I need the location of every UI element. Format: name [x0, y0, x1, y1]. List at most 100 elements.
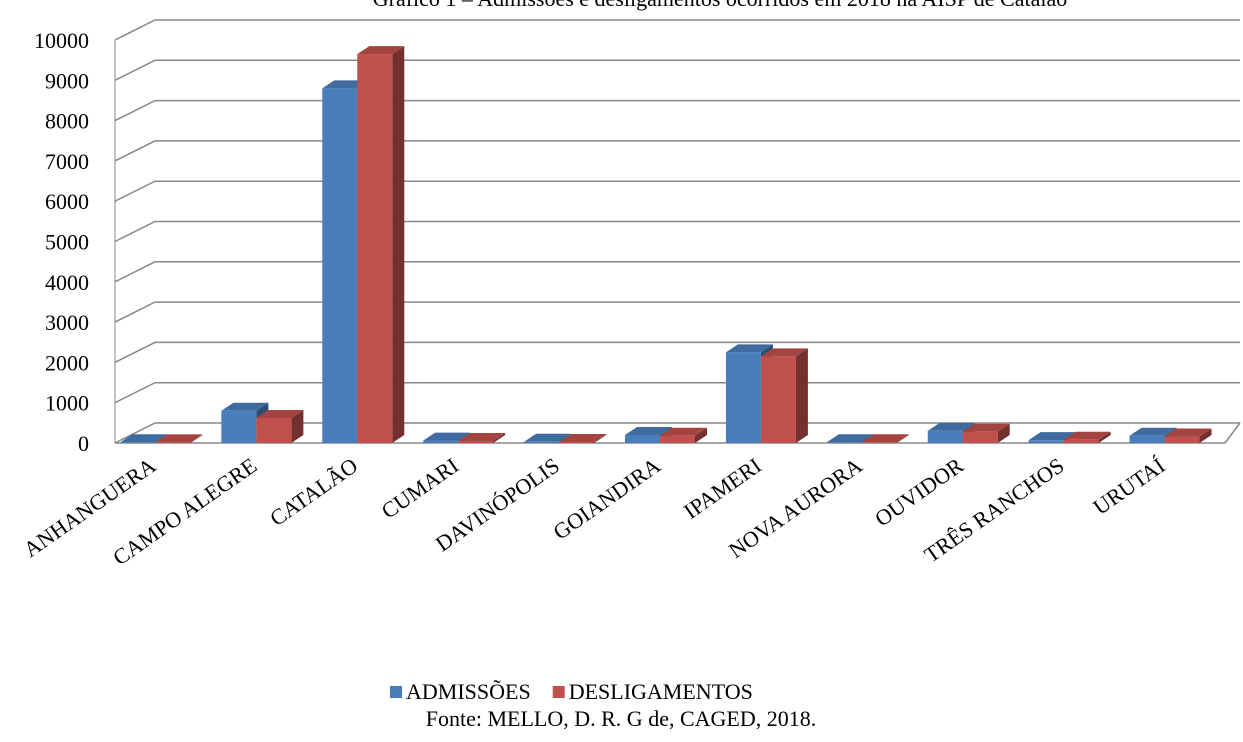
y-tick-label: 7000 — [45, 149, 89, 174]
bar-front — [962, 431, 998, 443]
grid-line — [114, 180, 1240, 202]
bar-front — [423, 440, 459, 443]
bar-front — [256, 418, 292, 443]
bar-top — [458, 432, 506, 441]
x-tick-label: IPAMERI — [679, 453, 766, 524]
bar — [760, 348, 808, 443]
bar-front — [559, 441, 595, 443]
legend-swatch — [390, 686, 402, 698]
bar-top — [962, 423, 1010, 432]
bar-top — [1129, 427, 1177, 436]
y-tick-label: 4000 — [45, 270, 89, 295]
bar-top — [524, 433, 572, 442]
chart-title: Gráfico 1 – Admissões e desligamentos oc… — [373, 0, 1068, 11]
y-tick-label: 5000 — [45, 230, 89, 255]
bar — [861, 434, 909, 443]
bar-side — [896, 434, 909, 443]
bar — [256, 410, 304, 443]
bar-front — [861, 442, 897, 443]
x-tick-label: CATALÃO — [265, 453, 362, 531]
bar-front — [625, 434, 660, 443]
y-tick-label: 8000 — [45, 109, 89, 134]
bar-top — [660, 427, 707, 436]
bar-top — [559, 433, 607, 442]
bar-top — [725, 344, 773, 353]
bar-front — [1164, 436, 1200, 443]
y-tick-label: 10000 — [34, 28, 89, 53]
bar-front — [760, 356, 796, 443]
x-tick-label: URUTAÍ — [1088, 453, 1169, 520]
bar-top — [927, 422, 975, 431]
bar-side — [291, 410, 304, 443]
bar-front — [322, 88, 358, 444]
bar-side — [493, 432, 506, 443]
y-tick-label: 2000 — [45, 350, 89, 375]
bar-front — [458, 440, 494, 443]
y-tick-label: 1000 — [45, 391, 89, 416]
bar-top — [1063, 431, 1111, 440]
source: Fonte: MELLO, D. R. G de, CAGED, 2018. — [426, 706, 816, 731]
bar — [1063, 431, 1111, 443]
grid-line — [114, 59, 1240, 81]
bar-top — [1164, 428, 1212, 437]
bar-top — [826, 434, 874, 443]
bar-front — [1063, 439, 1099, 443]
bar-side — [594, 433, 607, 443]
grid-line — [114, 19, 1240, 41]
legend-label: ADMISSÕES — [406, 679, 531, 704]
bar-side — [997, 423, 1010, 443]
bar-top — [221, 402, 269, 411]
bar-front — [221, 410, 257, 443]
grid-line — [114, 140, 1240, 162]
bar-side — [392, 46, 405, 443]
bar-top — [155, 434, 203, 443]
bar — [357, 46, 405, 443]
bar-front — [660, 435, 695, 443]
bar-top — [120, 434, 168, 443]
grid-line — [114, 99, 1240, 122]
bar-side — [795, 348, 808, 443]
grid-line — [114, 301, 1240, 323]
y-tick-label: 3000 — [45, 310, 89, 335]
bar — [660, 427, 707, 443]
bar-front — [1028, 440, 1064, 443]
bar — [559, 433, 607, 443]
bar-top — [1028, 432, 1076, 441]
bar — [155, 434, 203, 443]
legend-label: DESLIGAMENTOS — [569, 679, 753, 704]
bar-side — [190, 434, 203, 443]
bar-top — [760, 348, 808, 357]
y-tick-label: 0 — [78, 431, 89, 456]
bar-front — [357, 54, 393, 443]
grid-line — [114, 341, 1240, 364]
bar — [962, 423, 1010, 443]
bar-top — [256, 410, 304, 419]
bar-top — [423, 432, 471, 441]
y-tick-label: 6000 — [45, 189, 89, 214]
bar — [458, 432, 506, 443]
bar-front — [120, 442, 156, 443]
bar-front — [1129, 435, 1165, 443]
y-tick-label: 9000 — [45, 68, 89, 93]
grid-line — [114, 220, 1240, 243]
bar-side — [1098, 431, 1111, 443]
bar-front — [826, 442, 862, 443]
bar-top — [861, 434, 909, 443]
x-tick-label: CUMARI — [377, 453, 463, 524]
bar-top — [357, 46, 405, 55]
x-tick-label: OUVIDOR — [870, 452, 968, 531]
bar — [1164, 428, 1212, 443]
bar-front — [725, 352, 761, 443]
x-tick-label: GOIANDIRA — [548, 453, 665, 545]
bar-front — [155, 442, 191, 443]
legend-swatch — [552, 686, 565, 698]
bar-front — [927, 430, 963, 443]
bar-side — [1199, 428, 1212, 443]
bar-front — [524, 441, 560, 443]
grid-line — [114, 381, 1240, 404]
grid-line — [114, 261, 1240, 283]
bar-top — [625, 426, 672, 435]
bar-side — [695, 427, 707, 443]
